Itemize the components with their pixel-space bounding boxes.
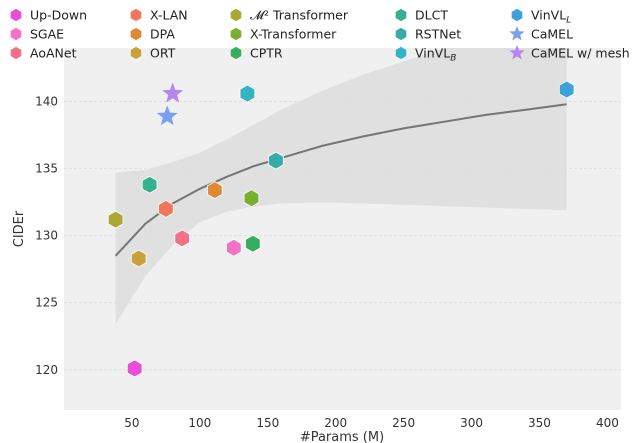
x-tick-label: 200 xyxy=(324,416,347,430)
legend-label-ort: ORT xyxy=(150,46,176,61)
point-x-lan xyxy=(158,199,174,218)
point-sgae xyxy=(226,238,242,257)
legend-marker-vinvl-b xyxy=(395,46,407,60)
legend-label-dlct: DLCT xyxy=(415,8,448,23)
axis-ticks: 120 125 130 135 140 50 100 150 200 250 300 350 400 xyxy=(35,95,619,430)
x-tick-label: 400 xyxy=(596,416,619,430)
point-dlct xyxy=(141,175,158,194)
point-aoanet xyxy=(174,229,190,248)
point-rstnet xyxy=(268,151,284,170)
y-tick-label: 125 xyxy=(35,296,58,310)
point-camel xyxy=(156,105,178,126)
legend-marker-ort xyxy=(130,46,142,60)
legend-label-sgae: SGAE xyxy=(30,27,64,42)
x-tick-label: 250 xyxy=(392,416,415,430)
x-tick-label: 50 xyxy=(124,416,139,430)
x-axis-label: #Params (M) xyxy=(300,430,384,443)
y-tick-label: 140 xyxy=(35,95,58,109)
legend-marker-camel xyxy=(509,26,525,41)
legend-marker-dpa xyxy=(130,27,142,41)
point-vinvl-l xyxy=(558,80,575,99)
data-points xyxy=(107,80,575,378)
legend-marker-camel-w-mesh xyxy=(509,45,525,60)
legend-marker-up-down xyxy=(10,8,22,22)
legend-marker-m-transformer xyxy=(230,8,242,22)
x-tick-label: 350 xyxy=(528,416,551,430)
point-x-transformer xyxy=(243,189,260,208)
point-dpa xyxy=(207,181,223,200)
point-vinvl-b xyxy=(239,84,256,103)
x-tick-label: 300 xyxy=(460,416,483,430)
legend-marker-dlct xyxy=(395,8,407,22)
legend-label-x-transformer: X-Transformer xyxy=(250,27,337,42)
legend-marker-vinvl-l xyxy=(511,8,523,22)
legend: Up-Down SGAE AoANet X-LAN DPA ORT 𝓜² Transform… xyxy=(10,8,630,64)
point-up-down xyxy=(126,359,143,378)
confidence-band xyxy=(115,48,567,325)
x-tick-label: 150 xyxy=(256,416,279,430)
y-tick-label: 135 xyxy=(35,162,58,176)
y-tick-label: 120 xyxy=(35,363,58,377)
trend-line xyxy=(114,103,567,257)
point-camel-w-mesh xyxy=(162,82,184,103)
legend-label-vinvl-l: VinVLL xyxy=(531,8,571,26)
y-axis-label: CIDEr xyxy=(12,210,27,247)
point-ort xyxy=(130,249,147,268)
legend-label-x-lan: X-LAN xyxy=(150,8,188,23)
legend-label-vinvl-b: VinVLB xyxy=(415,46,456,64)
point-cptr xyxy=(245,234,261,253)
x-tick-label: 100 xyxy=(188,416,211,430)
legend-marker-sgae xyxy=(10,27,22,41)
legend-marker-cptr xyxy=(230,46,242,60)
legend-label-dpa: DPA xyxy=(150,27,175,42)
legend-label-m-transformer: 𝓜² Transformer xyxy=(250,8,349,23)
y-tick-label: 130 xyxy=(35,229,58,243)
legend-label-aoanet: AoANet xyxy=(30,46,77,61)
legend-label-camel: CaMEL xyxy=(531,27,573,42)
legend-marker-x-lan xyxy=(130,8,142,22)
legend-label-cptr: CPTR xyxy=(250,46,283,61)
legend-marker-aoanet xyxy=(10,46,22,60)
legend-label-camel-w-mesh: CaMEL w/ mesh xyxy=(531,46,630,61)
legend-marker-x-transformer xyxy=(230,27,242,41)
legend-marker-rstnet xyxy=(395,27,407,41)
legend-label-up-down: Up-Down xyxy=(30,8,87,23)
point-m-transformer xyxy=(107,210,124,229)
legend-label-rstnet: RSTNet xyxy=(415,27,461,42)
